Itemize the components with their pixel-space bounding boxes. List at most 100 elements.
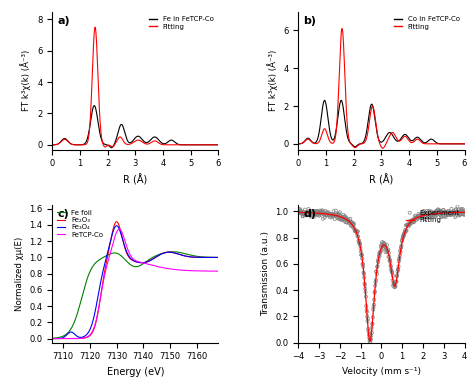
Experiment <box>460 211 468 217</box>
Experiment <box>398 238 406 244</box>
Experiment <box>365 326 372 332</box>
Experiment <box>403 222 411 228</box>
Experiment <box>438 214 446 220</box>
Experiment <box>304 211 311 217</box>
Fe foil <box>182 251 188 256</box>
Experiment <box>443 212 451 218</box>
Experiment <box>400 234 407 241</box>
Experiment <box>321 210 329 216</box>
Experiment <box>439 210 447 216</box>
Experiment <box>444 211 451 217</box>
Experiment <box>413 215 421 221</box>
Experiment <box>408 220 415 226</box>
Experiment <box>364 313 371 320</box>
Experiment <box>343 215 350 221</box>
Experiment <box>401 230 408 236</box>
Experiment <box>357 252 365 258</box>
Y-axis label: FT k³χ(k) (Å⁻³): FT k³χ(k) (Å⁻³) <box>20 50 31 111</box>
Experiment <box>304 211 312 217</box>
Experiment <box>378 242 386 248</box>
FeTCP-Co <box>164 266 169 271</box>
Experiment <box>346 218 353 224</box>
Experiment <box>421 214 428 220</box>
Experiment <box>429 212 437 218</box>
Experiment <box>305 206 312 212</box>
FeTCP-Co <box>216 269 221 273</box>
Experiment <box>446 211 454 217</box>
Experiment <box>313 208 320 214</box>
Text: b): b) <box>303 16 316 26</box>
Experiment <box>321 211 328 217</box>
Experiment <box>447 210 454 216</box>
Experiment <box>335 215 342 221</box>
Experiment <box>414 216 422 222</box>
Experiment <box>339 214 346 220</box>
Experiment <box>339 212 347 218</box>
Experiment <box>329 211 337 217</box>
Fe₃O₄ <box>117 228 122 232</box>
Experiment <box>415 214 423 220</box>
Experiment <box>315 211 322 217</box>
Experiment <box>397 249 404 255</box>
Experiment <box>449 209 456 215</box>
Experiment <box>427 211 435 218</box>
Experiment <box>394 266 402 273</box>
Experiment <box>391 283 399 290</box>
Experiment <box>354 229 361 235</box>
Experiment <box>347 219 355 225</box>
Experiment <box>349 224 356 230</box>
Experiment <box>438 214 445 220</box>
Experiment <box>451 211 458 217</box>
Experiment <box>412 215 420 221</box>
Experiment <box>333 212 340 218</box>
Experiment <box>433 212 440 218</box>
Legend: Experiment, Fitting: Experiment, Fitting <box>404 208 461 224</box>
Experiment <box>308 209 316 216</box>
Experiment <box>452 213 459 219</box>
Experiment <box>417 213 425 219</box>
Experiment <box>322 213 330 219</box>
Experiment <box>302 209 310 216</box>
Experiment <box>383 242 391 248</box>
Experiment <box>387 263 395 270</box>
Experiment <box>363 309 371 315</box>
Experiment <box>459 208 467 214</box>
Experiment <box>331 212 338 218</box>
Fe₃O₄ <box>114 223 119 228</box>
Experiment <box>322 208 329 214</box>
Experiment <box>418 212 426 218</box>
Fe₃O₄ <box>164 250 169 254</box>
Experiment <box>318 210 325 216</box>
Experiment <box>324 212 331 218</box>
Experiment <box>381 244 389 250</box>
Fe₃O₄ <box>216 255 221 260</box>
Experiment <box>450 211 458 217</box>
X-axis label: Energy (eV): Energy (eV) <box>107 367 164 377</box>
Experiment <box>356 241 364 247</box>
Experiment <box>316 208 324 214</box>
Experiment <box>456 211 463 217</box>
Experiment <box>338 216 346 223</box>
Experiment <box>365 331 373 338</box>
Experiment <box>455 209 462 216</box>
Experiment <box>343 219 351 225</box>
Experiment <box>401 227 409 233</box>
Experiment <box>346 216 354 222</box>
Experiment <box>295 206 303 213</box>
Experiment <box>399 236 406 242</box>
Experiment <box>419 208 427 214</box>
Experiment <box>317 208 324 214</box>
Experiment <box>376 253 383 259</box>
Experiment <box>404 222 411 228</box>
Experiment <box>303 212 310 218</box>
Experiment <box>442 210 450 216</box>
Experiment <box>332 213 340 219</box>
Experiment <box>422 216 429 222</box>
Experiment <box>361 281 368 287</box>
Experiment <box>344 216 351 222</box>
Experiment <box>307 209 314 216</box>
Experiment <box>377 243 385 249</box>
Experiment <box>294 208 302 214</box>
Experiment <box>389 277 396 283</box>
Experiment <box>301 207 309 213</box>
